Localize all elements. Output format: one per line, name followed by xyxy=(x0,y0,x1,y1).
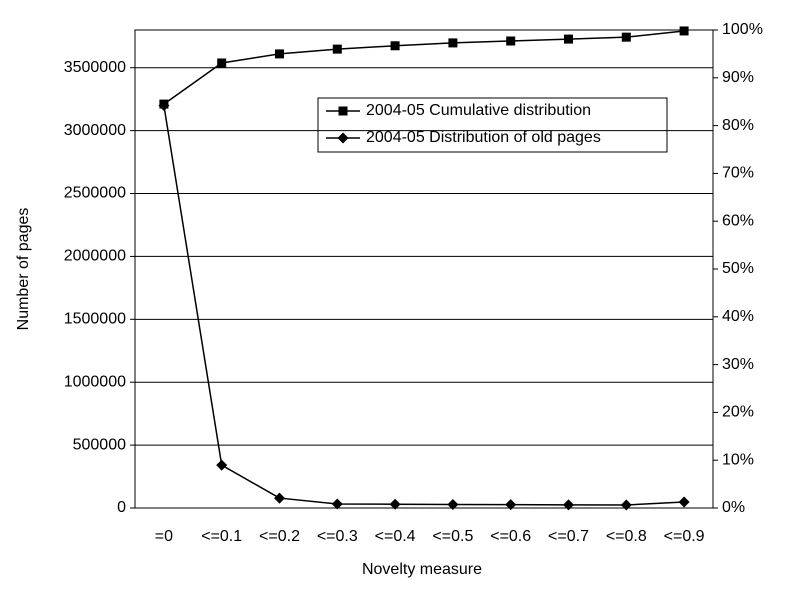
x-tick-label: <=0.3 xyxy=(317,528,358,545)
y2-tick-label: 80% xyxy=(722,117,754,134)
legend-label: 2004-05 Cumulative distribution xyxy=(366,102,591,119)
x-tick-label: <=0.8 xyxy=(606,528,647,545)
series-line xyxy=(163,105,685,506)
data-point xyxy=(389,498,401,510)
data-point xyxy=(216,459,228,471)
x-tick-label: <=0.1 xyxy=(201,528,242,545)
x-tick-label: <=0.7 xyxy=(548,528,589,545)
data-point xyxy=(564,34,573,44)
y-axis-label: Number of pages xyxy=(15,208,32,331)
data-point xyxy=(158,99,170,111)
y2-tick-label: 0% xyxy=(722,499,745,516)
data-point xyxy=(563,499,574,511)
y2-tick-label: 30% xyxy=(722,356,754,373)
data-point xyxy=(390,41,400,51)
data-point xyxy=(505,499,517,511)
y-tick-label: 1500000 xyxy=(64,311,126,328)
data-point xyxy=(506,36,516,46)
data-point xyxy=(275,49,284,59)
y2-tick-label: 90% xyxy=(722,69,754,86)
data-point xyxy=(620,499,632,511)
y2-tick-label: 40% xyxy=(722,308,754,325)
y-tick-label: 1000000 xyxy=(64,373,126,390)
y2-tick-label: 50% xyxy=(722,260,754,277)
data-point xyxy=(679,26,689,36)
y2-tick-label: 10% xyxy=(722,451,754,468)
y-tick-label: 0 xyxy=(117,499,126,516)
data-point xyxy=(447,498,459,510)
data-point xyxy=(274,492,285,504)
x-tick-label: <=0.9 xyxy=(664,528,705,545)
y-tick-label: 500000 xyxy=(73,436,126,453)
x-tick-label: <=0.4 xyxy=(375,528,416,545)
y-tick-label: 2000000 xyxy=(64,248,126,265)
y2-tick-label: 60% xyxy=(722,212,754,229)
x-axis-label: Novelty measure xyxy=(362,561,482,578)
y-tick-label: 2500000 xyxy=(64,185,126,202)
data-point xyxy=(621,32,631,42)
y2-tick-label: 70% xyxy=(722,165,754,182)
data-point xyxy=(678,496,690,508)
legend xyxy=(317,97,668,153)
x-tick-label: <=0.2 xyxy=(259,528,300,545)
data-point xyxy=(217,58,227,68)
y2-tick-label: 20% xyxy=(722,404,754,421)
legend-marker xyxy=(338,106,348,116)
data-point xyxy=(332,44,342,54)
x-tick-label: =0 xyxy=(155,528,173,545)
x-tick-label: <=0.6 xyxy=(490,528,531,545)
y2-tick-label: 100% xyxy=(722,21,763,38)
x-tick-label: <=0.5 xyxy=(432,528,473,545)
legend-label: 2004-05 Distribution of old pages xyxy=(366,129,601,146)
y-tick-label: 3500000 xyxy=(64,59,126,76)
y-tick-label: 3000000 xyxy=(64,122,126,139)
data-point xyxy=(448,38,458,48)
legend-marker xyxy=(337,132,349,144)
series-line xyxy=(163,30,685,105)
data-point xyxy=(331,498,343,510)
